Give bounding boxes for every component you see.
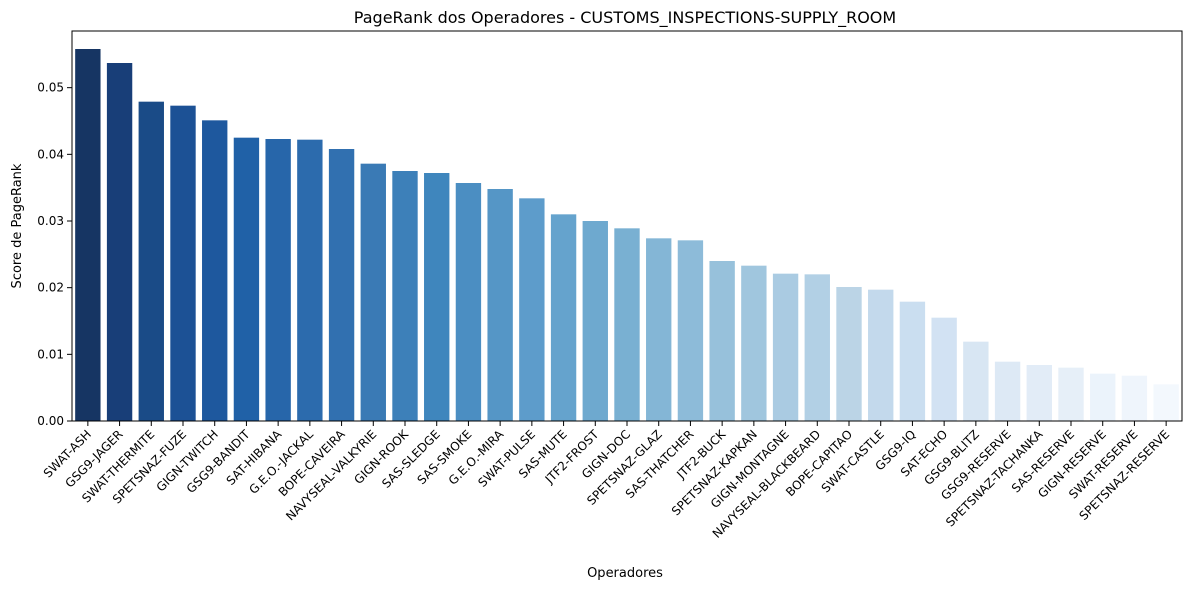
- bar: [646, 238, 672, 421]
- bar: [677, 240, 704, 421]
- bar: [138, 101, 164, 422]
- bar: [75, 49, 101, 421]
- bar: [614, 228, 640, 421]
- bar: [963, 341, 989, 421]
- y-tick-label: 0.02: [37, 281, 64, 295]
- x-axis-label: Operadores: [587, 566, 663, 581]
- y-axis-label: Score de PageRank: [10, 163, 25, 288]
- bar: [1058, 367, 1084, 421]
- bar: [1153, 384, 1179, 421]
- bar: [931, 317, 957, 421]
- y-axis: 0.00 0.01 0.02 0.03 0.04 0.05: [37, 81, 72, 428]
- bar: [1090, 373, 1116, 421]
- bar: [519, 198, 545, 421]
- plot-area: [71, 30, 1183, 422]
- bar: [582, 221, 608, 421]
- bar: [899, 301, 926, 421]
- bar: [265, 139, 291, 421]
- bar: [994, 361, 1021, 421]
- chart-title: PageRank dos Operadores - CUSTOMS_INSPEC…: [354, 8, 896, 28]
- bar: [424, 173, 450, 421]
- bar: [1121, 375, 1148, 421]
- bar: [868, 289, 894, 421]
- bar: [170, 105, 196, 422]
- bar: [297, 139, 323, 422]
- x-axis: SWAT-ASHGSG9-JAGERSWAT-THERMITESPETSNAZ-…: [41, 421, 1172, 541]
- bar: [550, 214, 577, 421]
- y-tick-label: 0.04: [37, 147, 64, 161]
- bar: [328, 149, 355, 421]
- bar: [741, 265, 767, 421]
- bar: [772, 273, 799, 421]
- bar: [360, 163, 386, 422]
- y-tick-label: 0.01: [37, 347, 64, 361]
- y-tick-label: 0.00: [37, 414, 64, 428]
- bar: [709, 261, 735, 421]
- y-tick-label: 0.05: [37, 81, 64, 95]
- bar: [1026, 365, 1052, 421]
- bar: [106, 63, 133, 421]
- y-tick-label: 0.03: [37, 214, 64, 228]
- bar: [487, 189, 513, 421]
- bar: [202, 120, 228, 421]
- bar: [804, 274, 830, 421]
- bar: [455, 183, 482, 421]
- bar: [836, 287, 862, 421]
- bar: [392, 171, 418, 421]
- bar: [233, 137, 260, 422]
